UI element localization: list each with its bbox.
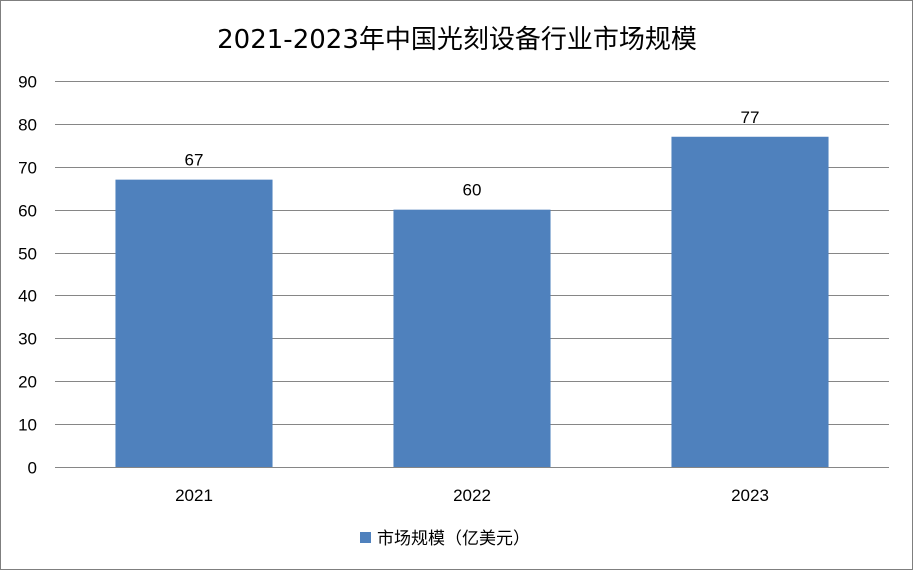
y-axis: 0 10 20 30 40 50 60 70 80 90 xyxy=(18,73,37,478)
legend-swatch xyxy=(360,532,371,543)
chart-title: 2021-2023年中国光刻设备行业市场规模 xyxy=(217,25,697,55)
data-label: 77 xyxy=(741,108,760,127)
y-tick-label: 20 xyxy=(18,373,37,392)
legend: 市场规模（亿美元） xyxy=(360,529,530,549)
data-label: 67 xyxy=(185,151,204,170)
x-tick-label: 2023 xyxy=(731,486,769,505)
bar xyxy=(671,136,829,467)
legend-label: 市场规模（亿美元） xyxy=(377,529,530,549)
y-tick-label: 10 xyxy=(18,416,37,435)
y-tick-label: 60 xyxy=(18,202,37,221)
data-label: 60 xyxy=(463,181,482,200)
y-tick-label: 50 xyxy=(18,245,37,264)
bars xyxy=(115,136,829,467)
bar xyxy=(115,179,273,467)
x-tick-label: 2022 xyxy=(453,486,491,505)
y-tick-label: 70 xyxy=(18,159,37,178)
y-tick-label: 90 xyxy=(18,73,37,92)
y-tick-label: 0 xyxy=(28,459,37,478)
x-tick-label: 2021 xyxy=(175,486,213,505)
y-tick-label: 80 xyxy=(18,116,37,135)
bar xyxy=(393,209,551,467)
y-tick-label: 30 xyxy=(18,330,37,349)
x-axis: 2021 2022 2023 xyxy=(175,486,769,505)
data-labels: 67 60 77 xyxy=(185,108,760,200)
y-tick-label: 40 xyxy=(18,287,37,306)
